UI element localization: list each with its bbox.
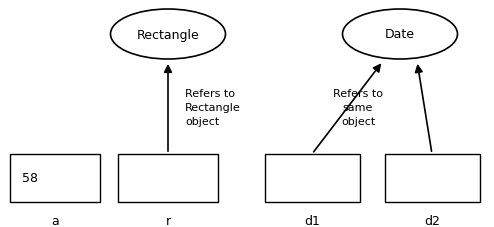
Text: d2: d2: [424, 214, 440, 227]
Bar: [118, 154, 218, 202]
Text: Refers to
same
object: Refers to same object: [333, 89, 383, 126]
Text: 58: 58: [22, 172, 38, 185]
Bar: [10, 154, 100, 202]
Bar: [385, 154, 480, 202]
Bar: [265, 154, 360, 202]
Text: Rectangle: Rectangle: [137, 28, 200, 41]
Text: Date: Date: [385, 28, 415, 41]
Text: r: r: [165, 214, 170, 227]
Text: Refers to
Rectangle
object: Refers to Rectangle object: [185, 89, 241, 126]
Ellipse shape: [342, 10, 457, 60]
Text: a: a: [51, 214, 59, 227]
Ellipse shape: [111, 10, 225, 60]
Text: d1: d1: [304, 214, 320, 227]
